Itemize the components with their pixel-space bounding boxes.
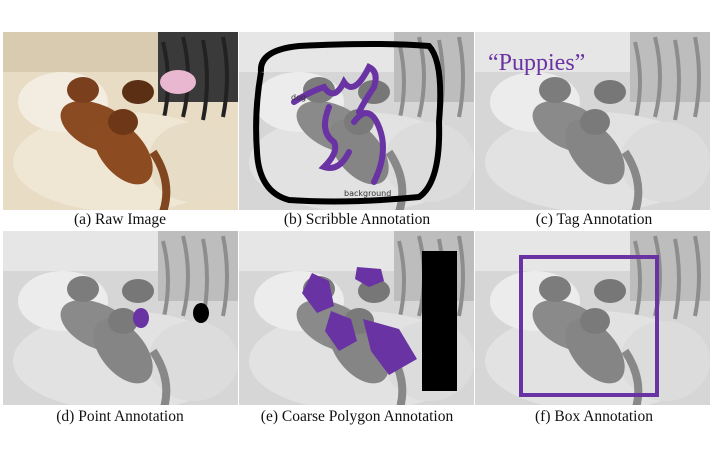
raw-image-panel xyxy=(3,32,238,210)
background-point xyxy=(193,303,209,323)
polygon-image xyxy=(239,231,474,405)
caption-point: (d) Point Annotation xyxy=(56,408,184,425)
polygon-panel xyxy=(239,231,474,405)
dog-label: dog xyxy=(291,93,306,102)
dog-scribble-3 xyxy=(351,110,386,185)
caption-scribble: (b) Scribble Annotation xyxy=(283,211,431,228)
tag-label: “Puppies” xyxy=(488,50,586,76)
caption-box: (f) Box Annotation xyxy=(535,408,653,425)
background-polygon xyxy=(422,251,457,391)
scribble-panel: dog background xyxy=(239,32,474,210)
point-image xyxy=(3,231,238,405)
scribble-image: dog background xyxy=(239,32,474,210)
raw-image xyxy=(3,32,238,210)
dog-polygon-2 xyxy=(355,267,384,287)
caption-polygon: (e) Coarse Polygon Annotation xyxy=(260,408,454,425)
dog-scribble-2 xyxy=(318,104,352,171)
caption-raw-image: (a) Raw Image xyxy=(73,211,167,228)
dog-box xyxy=(519,255,659,397)
box-panel xyxy=(475,231,710,405)
dog-scribble-1 xyxy=(291,62,379,115)
point-panel xyxy=(3,231,238,405)
caption-tag: (c) Tag Annotation xyxy=(535,211,653,228)
dog-point xyxy=(133,308,149,328)
background-scribble xyxy=(253,41,444,205)
box-image xyxy=(475,231,710,405)
background-label: background xyxy=(344,189,391,198)
dog-polygon-4 xyxy=(363,319,417,375)
dog-polygon-3 xyxy=(325,311,357,351)
dog-polygon-1 xyxy=(302,273,334,313)
